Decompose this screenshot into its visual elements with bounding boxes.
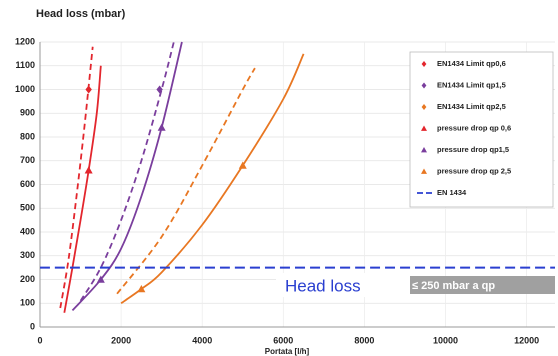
x-axis-label: Portata [l/h] xyxy=(265,347,310,356)
legend-label: pressure drop qp1,5 xyxy=(437,145,509,154)
marker xyxy=(421,82,427,89)
y-tick-label: 1200 xyxy=(15,36,35,46)
y-tick-label: 200 xyxy=(20,274,35,284)
annotation-box xyxy=(276,273,410,297)
y-tick-label: 800 xyxy=(20,131,35,141)
chart-title: Head loss (mbar) xyxy=(36,8,126,20)
legend-label: EN1434 Limit qp2,5 xyxy=(437,102,506,111)
y-tick-label: 1000 xyxy=(15,84,35,94)
annotation: Head loss xyxy=(285,276,361,295)
y-tick-label: 100 xyxy=(20,298,35,308)
marker xyxy=(238,161,247,169)
y-tick-label: 300 xyxy=(20,250,35,260)
legend-label: EN1434 Limit qp1,5 xyxy=(437,80,506,89)
marker xyxy=(156,85,163,94)
y-tick-label: 0 xyxy=(30,321,35,331)
x-tick-label: 10000 xyxy=(433,335,458,345)
x-tick-label: 12000 xyxy=(514,335,539,345)
legend-label: EN 1434 xyxy=(437,188,467,197)
marker xyxy=(421,168,427,174)
annotation-box xyxy=(410,276,555,294)
series-line xyxy=(71,41,183,311)
x-tick-label: 4000 xyxy=(192,335,212,345)
series-line xyxy=(59,46,94,309)
marker xyxy=(157,123,166,131)
x-tick-label: 2000 xyxy=(111,335,131,345)
marker xyxy=(421,125,427,131)
annotation: ≤ 250 mbar a qp xyxy=(412,280,495,292)
y-tick-label: 1100 xyxy=(15,60,35,70)
legend-box xyxy=(409,51,554,208)
series-line xyxy=(63,65,102,313)
legend-label: EN1434 Limit qp0,6 xyxy=(437,59,506,68)
legend-label: pressure drop qp 2,5 xyxy=(437,166,511,175)
legend-label: pressure drop qp 0,6 xyxy=(437,123,511,132)
marker xyxy=(137,285,146,293)
series-line xyxy=(120,53,305,304)
x-tick-label: 6000 xyxy=(273,335,293,345)
y-tick-label: 900 xyxy=(20,108,35,118)
y-tick-label: 700 xyxy=(20,155,35,165)
x-tick-label: 8000 xyxy=(354,335,374,345)
y-tick-label: 500 xyxy=(20,203,35,213)
y-tick-label: 400 xyxy=(20,226,35,236)
marker xyxy=(84,166,93,174)
marker xyxy=(421,147,427,153)
series-line xyxy=(116,67,256,295)
x-tick-label: 0 xyxy=(37,335,42,345)
marker xyxy=(96,275,105,283)
y-tick-label: 600 xyxy=(20,179,35,189)
marker xyxy=(421,104,427,110)
marker xyxy=(421,61,427,67)
series-line xyxy=(79,41,175,302)
marker xyxy=(85,85,92,94)
